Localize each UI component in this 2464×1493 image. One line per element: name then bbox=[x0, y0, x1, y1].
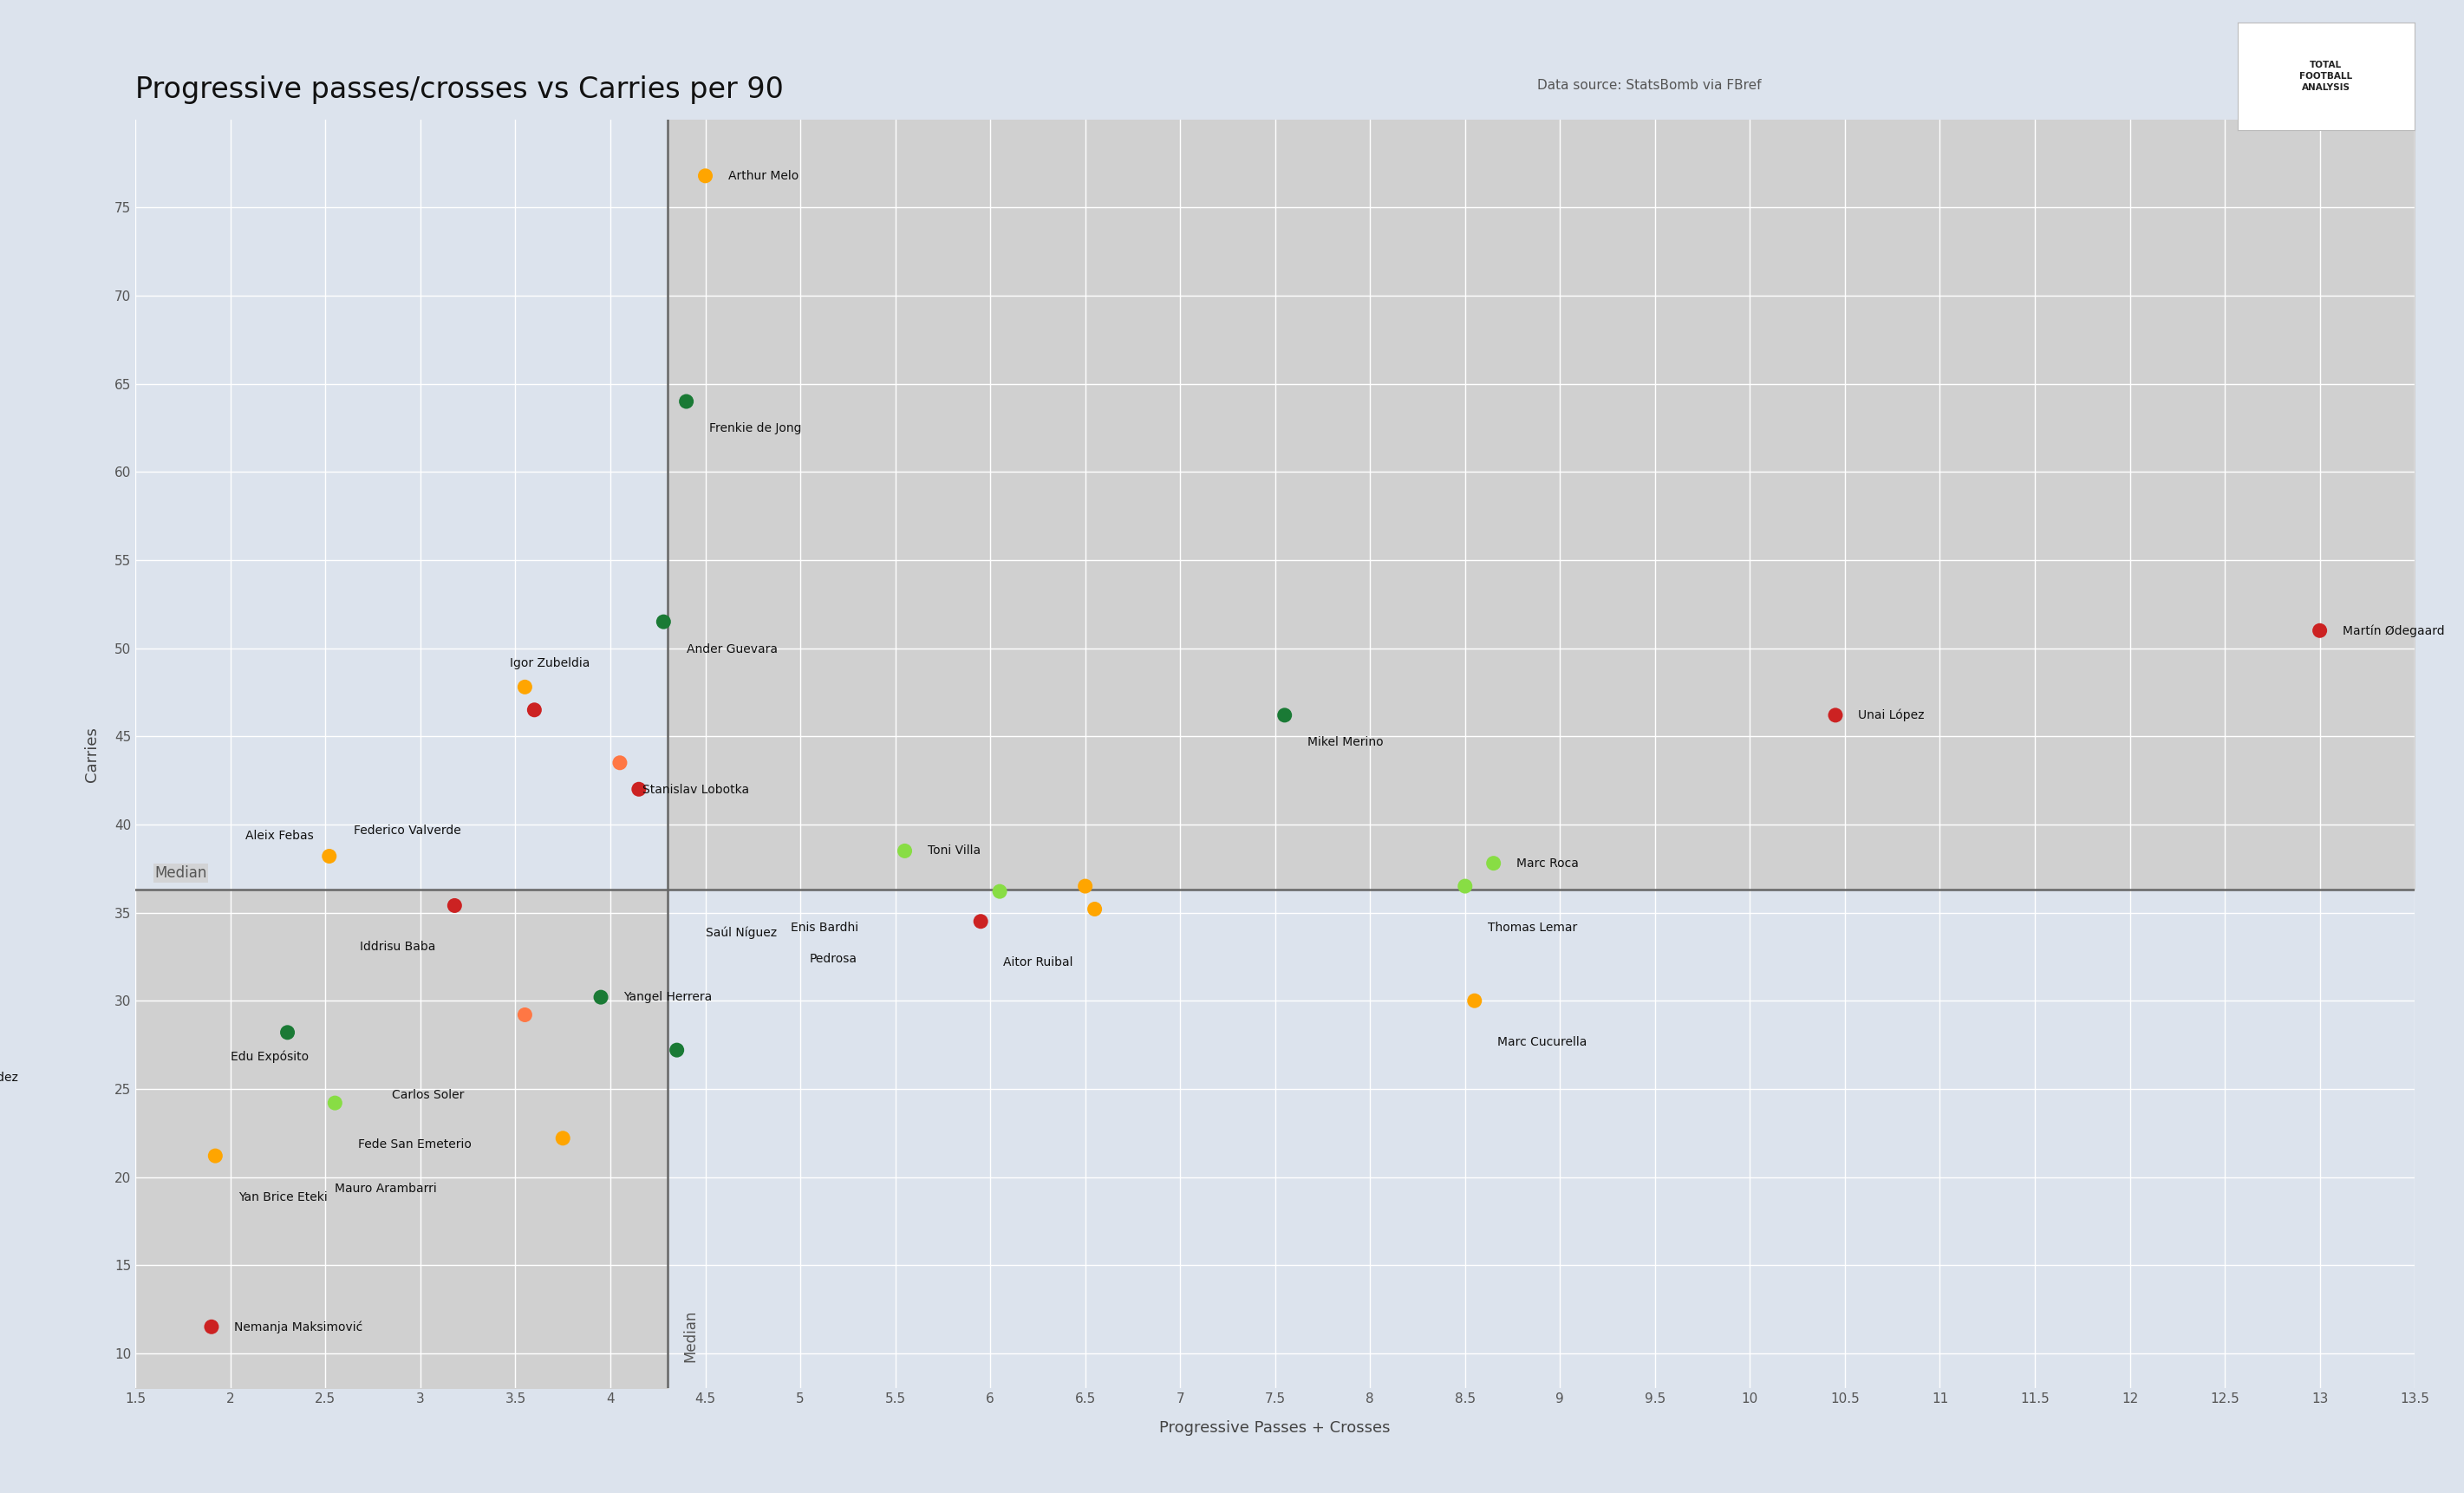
Text: Median: Median bbox=[683, 1309, 697, 1362]
Text: Carlos Soler: Carlos Soler bbox=[392, 1088, 463, 1100]
Point bbox=[505, 675, 545, 699]
Point bbox=[668, 390, 707, 414]
X-axis label: Progressive Passes + Crosses: Progressive Passes + Crosses bbox=[1161, 1420, 1390, 1436]
Point bbox=[195, 1144, 234, 1168]
Text: Arthur Melo: Arthur Melo bbox=[729, 170, 798, 182]
Text: Marc Roca: Marc Roca bbox=[1515, 857, 1579, 869]
Point bbox=[601, 751, 641, 775]
Point bbox=[1074, 897, 1114, 921]
Text: Fede San Emeterio: Fede San Emeterio bbox=[357, 1138, 471, 1150]
Text: Joaquín Fernández: Joaquín Fernández bbox=[0, 1072, 17, 1084]
Point bbox=[505, 1003, 545, 1027]
Point bbox=[981, 879, 1020, 903]
Text: Marc Cucurella: Marc Cucurella bbox=[1498, 1036, 1587, 1048]
Point bbox=[1816, 703, 1855, 727]
Point bbox=[1454, 988, 1493, 1012]
Text: Stanislav Lobotka: Stanislav Lobotka bbox=[643, 784, 749, 796]
Point bbox=[582, 985, 621, 1009]
Point bbox=[618, 778, 658, 802]
Point bbox=[658, 1038, 697, 1062]
Text: Aitor Ruibal: Aitor Ruibal bbox=[1003, 957, 1074, 969]
Point bbox=[885, 839, 924, 863]
Point bbox=[515, 697, 554, 721]
Point bbox=[961, 909, 1000, 933]
Text: Pedrosa: Pedrosa bbox=[811, 953, 857, 966]
Point bbox=[1446, 875, 1486, 899]
Text: Nemanja Maksimović: Nemanja Maksimović bbox=[234, 1320, 362, 1333]
Point bbox=[1264, 703, 1303, 727]
Text: Progressive passes/crosses vs Carries per 90: Progressive passes/crosses vs Carries pe… bbox=[136, 75, 784, 105]
Text: Igor Zubeldia: Igor Zubeldia bbox=[510, 657, 589, 669]
Text: Aleix Febas: Aleix Febas bbox=[246, 830, 313, 842]
Text: Yangel Herrera: Yangel Herrera bbox=[623, 991, 712, 1003]
Text: Unai López: Unai López bbox=[1858, 709, 1924, 721]
Point bbox=[542, 1126, 582, 1150]
Point bbox=[315, 1091, 355, 1115]
Text: Data source: StatsBomb via FBref: Data source: StatsBomb via FBref bbox=[1538, 79, 1762, 91]
Text: Mauro Arambarri: Mauro Arambarri bbox=[335, 1182, 436, 1194]
Point bbox=[685, 164, 724, 188]
Text: Martín Ødegaard: Martín Ødegaard bbox=[2343, 624, 2444, 638]
Text: Ander Guevara: Ander Guevara bbox=[687, 643, 776, 655]
Point bbox=[1064, 875, 1104, 899]
Point bbox=[310, 844, 350, 867]
Point bbox=[192, 1315, 232, 1339]
Point bbox=[269, 1021, 308, 1045]
Text: TOTAL
FOOTBALL
ANALYSIS: TOTAL FOOTBALL ANALYSIS bbox=[2299, 60, 2353, 93]
Point bbox=[436, 894, 476, 918]
Point bbox=[643, 609, 683, 633]
Y-axis label: Carries: Carries bbox=[84, 726, 101, 782]
Text: Frenkie de Jong: Frenkie de Jong bbox=[710, 423, 801, 434]
Text: Mikel Merino: Mikel Merino bbox=[1308, 736, 1382, 748]
Text: Edu Expósito: Edu Expósito bbox=[232, 1050, 308, 1063]
Text: Enis Bardhi: Enis Bardhi bbox=[791, 921, 857, 933]
Text: Iddrisu Baba: Iddrisu Baba bbox=[360, 941, 436, 953]
Text: Toni Villa: Toni Villa bbox=[926, 845, 981, 857]
Point bbox=[2299, 618, 2338, 642]
Text: Yan Brice Eteki: Yan Brice Eteki bbox=[239, 1191, 328, 1203]
Text: Federico Valverde: Federico Valverde bbox=[355, 824, 461, 836]
Text: Median: Median bbox=[155, 866, 207, 881]
Point bbox=[1473, 851, 1513, 875]
Text: Thomas Lemar: Thomas Lemar bbox=[1488, 921, 1577, 933]
Text: Saúl Níguez: Saúl Níguez bbox=[705, 927, 776, 939]
